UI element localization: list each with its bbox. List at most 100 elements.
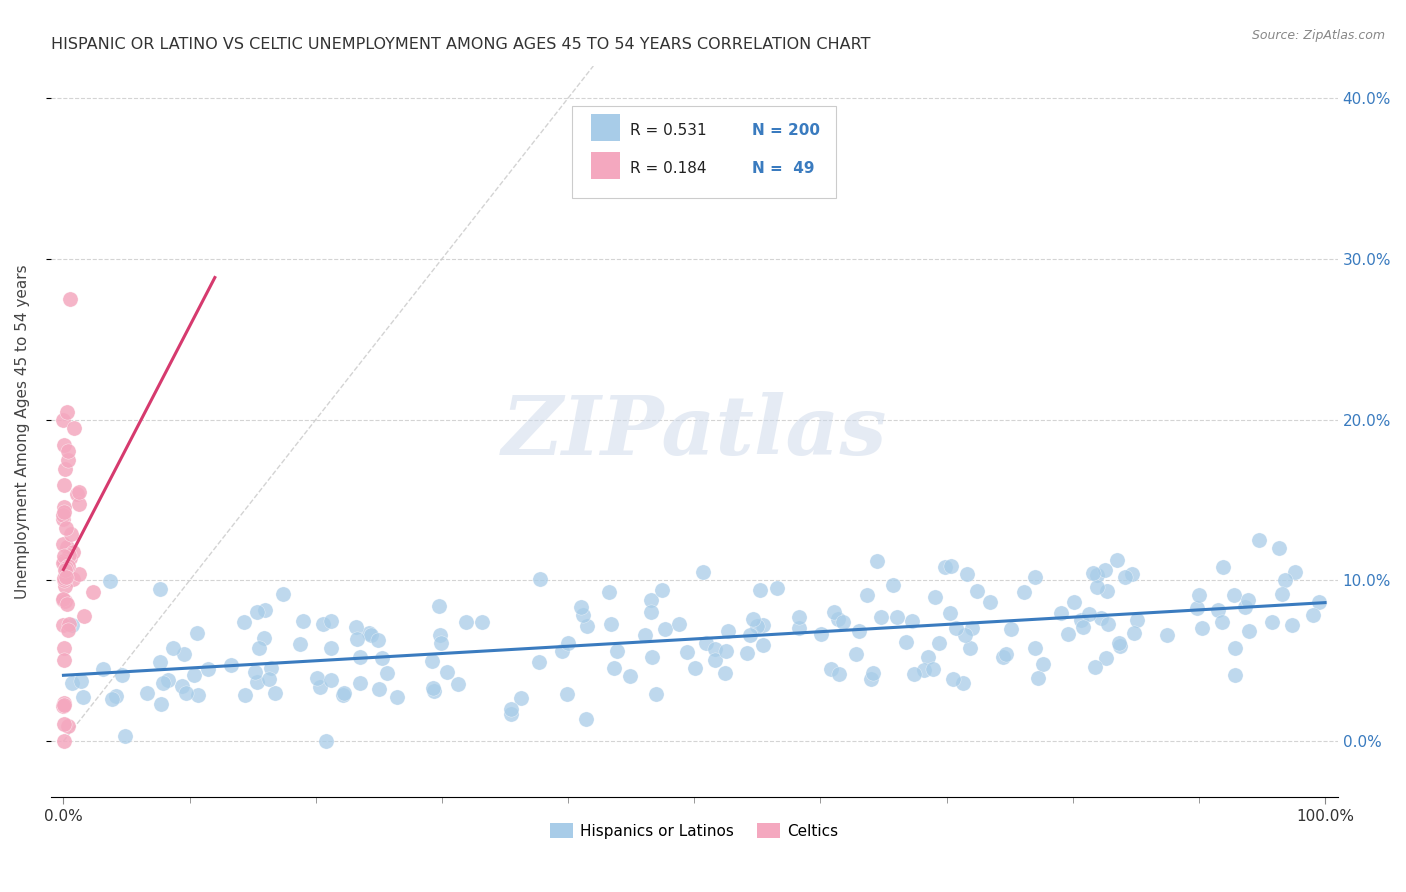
Point: [114, 729, 136, 743]
Point: [152, 676, 174, 690]
Point: [454, 615, 477, 629]
Point: [922, 662, 945, 676]
Text: ZIPatlas: ZIPatlas: [502, 392, 887, 472]
Point: [60, 617, 83, 632]
Point: [183, 668, 205, 682]
Point: [375, 665, 398, 680]
Point: [499, 706, 522, 721]
Point: [1212, 560, 1234, 574]
Point: [752, 638, 775, 652]
Point: [574, 712, 596, 726]
Point: [55, 570, 77, 584]
Point: [62, 545, 84, 559]
Point: [53, 698, 76, 712]
Point: [1097, 617, 1119, 632]
Point: [810, 627, 832, 641]
Point: [1234, 600, 1257, 615]
Point: [150, 697, 173, 711]
Point: [52, 717, 75, 731]
Point: [1122, 626, 1144, 640]
Point: [111, 667, 134, 681]
Point: [174, 686, 197, 700]
Point: [149, 655, 172, 669]
Point: [745, 618, 768, 632]
Point: [1247, 533, 1270, 548]
Point: [955, 628, 977, 642]
Point: [346, 632, 368, 646]
Point: [149, 582, 172, 597]
Point: [55, 561, 77, 575]
Point: [52, 512, 75, 526]
Point: [321, 640, 343, 655]
Point: [52, 653, 75, 667]
Point: [598, 585, 620, 599]
Point: [633, 628, 655, 642]
Point: [1271, 587, 1294, 601]
Point: [714, 666, 737, 681]
Point: [640, 605, 662, 619]
Point: [53, 641, 76, 656]
Point: [162, 641, 184, 656]
Point: [717, 624, 740, 638]
Point: [471, 615, 494, 630]
Point: [1084, 660, 1107, 674]
Point: [640, 592, 662, 607]
Point: [1239, 624, 1261, 638]
Point: [855, 588, 877, 602]
Point: [1185, 601, 1208, 615]
FancyBboxPatch shape: [592, 113, 620, 142]
Point: [59, 550, 82, 565]
Point: [740, 628, 762, 642]
Point: [654, 622, 676, 636]
Point: [862, 665, 884, 680]
Point: [1095, 584, 1118, 599]
Point: [1108, 636, 1130, 650]
Point: [197, 662, 219, 676]
Point: [1211, 615, 1233, 629]
Point: [860, 672, 883, 686]
Point: [58, 617, 80, 632]
Point: [1095, 650, 1118, 665]
Point: [1070, 613, 1092, 627]
Point: [866, 554, 889, 568]
Point: [945, 621, 967, 635]
Point: [1012, 585, 1035, 599]
Point: [53, 571, 76, 585]
Point: [619, 668, 641, 682]
Point: [903, 666, 925, 681]
Point: [52, 592, 75, 607]
Point: [1223, 588, 1246, 602]
Point: [101, 692, 124, 706]
Point: [952, 675, 974, 690]
Point: [62, 420, 84, 434]
Text: R = 0.531: R = 0.531: [630, 123, 707, 138]
Point: [105, 690, 128, 704]
Point: [704, 642, 727, 657]
Point: [823, 605, 845, 619]
Point: [1261, 615, 1284, 630]
Point: [53, 696, 76, 710]
Point: [1026, 671, 1049, 685]
Point: [787, 621, 810, 635]
Point: [882, 578, 904, 592]
Point: [1049, 606, 1071, 620]
FancyBboxPatch shape: [592, 152, 620, 179]
Point: [73, 609, 96, 624]
Point: [59, 527, 82, 541]
Point: [72, 690, 94, 704]
Point: [359, 626, 381, 640]
Point: [52, 554, 75, 568]
Point: [447, 677, 470, 691]
Point: [62, 572, 84, 586]
Point: [827, 612, 849, 626]
Point: [288, 637, 311, 651]
Point: [52, 699, 75, 714]
Point: [292, 614, 315, 628]
Point: [501, 701, 523, 715]
Point: [53, 563, 76, 577]
Point: [1267, 541, 1289, 555]
Point: [344, 620, 367, 634]
Point: [246, 675, 269, 690]
Point: [332, 689, 354, 703]
Point: [979, 595, 1001, 609]
